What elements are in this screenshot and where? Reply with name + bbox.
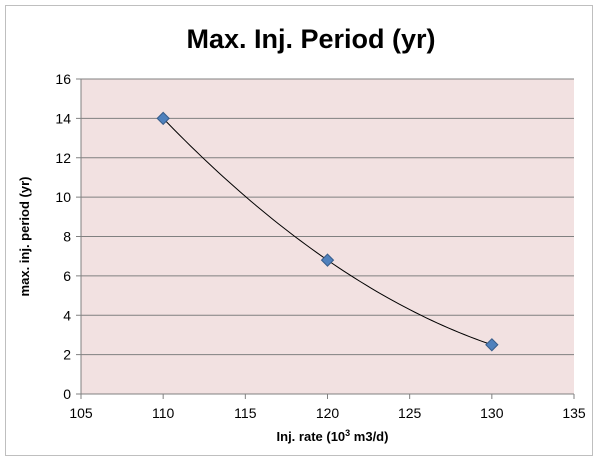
data-point-diamond bbox=[485, 338, 499, 352]
x-axis-label-prefix: Inj. rate (10 bbox=[277, 429, 346, 444]
x-tick-label: 135 bbox=[562, 405, 586, 421]
y-tick-label: 14 bbox=[55, 110, 71, 126]
x-tick-label: 120 bbox=[316, 405, 340, 421]
y-axis-label: max. inj. period (yr) bbox=[17, 177, 32, 297]
data-markers bbox=[156, 111, 499, 352]
x-axis-label-suffix: m3/d) bbox=[350, 429, 388, 444]
y-tick-label: 6 bbox=[63, 268, 71, 284]
data-point-diamond bbox=[320, 253, 335, 267]
x-tick-label: 130 bbox=[480, 405, 504, 421]
y-tick-label: 4 bbox=[63, 307, 71, 323]
y-tick-label: 16 bbox=[55, 71, 71, 87]
axes bbox=[76, 78, 575, 399]
gridlines bbox=[81, 78, 574, 356]
data-point-diamond bbox=[156, 111, 170, 126]
y-tick-labels: 0 2 4 6 8 10 12 14 16 bbox=[55, 71, 71, 402]
chart-container: Max. Inj. Period (yr) 0 2 4 6 8 10 12 14 16 105 1… bbox=[5, 5, 593, 456]
y-tick-label: 10 bbox=[55, 189, 71, 205]
y-tick-label: 2 bbox=[63, 347, 71, 363]
x-tick-label: 110 bbox=[152, 405, 175, 421]
x-tick-label: 105 bbox=[69, 405, 93, 421]
y-tick-label: 8 bbox=[63, 229, 71, 245]
x-axis-label: Inj. rate (103 m3/d) bbox=[277, 428, 389, 444]
x-tick-label: 115 bbox=[234, 405, 257, 421]
y-tick-label: 0 bbox=[63, 386, 71, 402]
x-axis-label-superscript: 3 bbox=[345, 428, 350, 438]
chart-title: Max. Inj. Period (yr) bbox=[186, 24, 435, 54]
x-tick-labels: 105 110 115 120 125 130 135 bbox=[69, 405, 586, 421]
x-tick-label: 125 bbox=[398, 405, 422, 421]
y-tick-label: 12 bbox=[55, 150, 71, 166]
